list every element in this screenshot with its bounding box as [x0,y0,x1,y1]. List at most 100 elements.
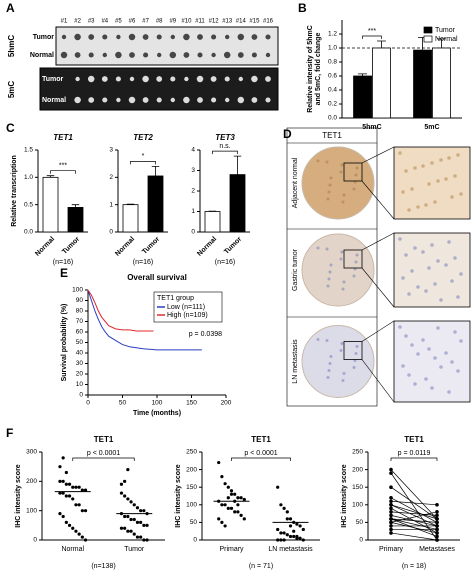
dot [123,479,127,483]
zoom-cell [433,200,437,204]
y-tick-label: 0 [191,229,195,236]
y-axis-label: IHC intensity score [341,464,348,528]
zoom-cell [427,347,431,351]
zoom-cell [444,351,448,355]
sig-bracket [50,170,76,174]
zoom-cell [410,269,414,273]
blot-dot [265,97,271,103]
y-tick-label: 0.8 [328,59,337,66]
zoom-cell [404,253,408,257]
zoom-cell [436,326,440,330]
blot-dot [169,51,177,59]
tissue-speck [340,342,344,345]
y-tick-label: 150 [186,484,197,491]
zoom-box [343,162,363,182]
legend-label: Low (n=111) [167,304,205,311]
error-bar [233,155,242,175]
blot-dot [115,51,122,59]
blot-dot [156,34,162,40]
dot [77,532,81,536]
blot-dot [102,34,108,40]
dot [285,533,289,537]
blot-dot [61,34,67,40]
annotation: p = 0.0119 [398,450,431,457]
y-tick-label: 50 [190,519,198,526]
x-tick-label: 5mC [424,124,439,131]
dot [83,538,88,542]
dot [435,538,439,542]
y-axis-label: Relative intensity of 5hmC [307,25,314,113]
dot [226,506,230,510]
dot [71,497,75,501]
legend-swatch [423,35,433,43]
dot [389,517,393,521]
zoom-cell [404,334,408,338]
dot [67,494,72,498]
y-tick-label: 100 [186,502,197,509]
dot [389,503,393,507]
dot [83,488,88,492]
y-tick-label: 0.2 [328,101,337,108]
x-tick-label: Metastases [419,546,455,553]
dot [288,517,293,521]
y-tick-label: 250 [352,449,363,456]
chart-title: TET1 [94,435,114,444]
dot [279,538,283,542]
blot-dot [88,34,95,40]
pair-line [390,518,438,523]
panel-label: E [60,266,68,280]
tissue-speck [354,352,358,355]
zoom-cell [456,295,460,299]
chart-title: TET2 [133,133,153,142]
blot-dot [183,52,190,58]
y-axis-label: Survival probability (%) [61,304,68,382]
dot [126,497,130,501]
zoom-cell [413,382,417,386]
blot-dot [156,97,162,103]
zoom-cell [416,285,420,289]
column-label: #2 [74,19,81,25]
sig-bracket [130,161,156,165]
survival-curve [87,289,202,351]
panel-label: C [6,121,15,135]
panel-label: F [6,426,13,440]
blot-5mC [39,67,279,111]
y-tick-label: 0 [193,537,197,544]
blot-dot [143,52,149,58]
zoom-cell [439,365,443,369]
blot-dot [128,96,136,104]
tissue-speck [339,170,343,174]
blot-dot [60,51,68,59]
column-label: #5 [115,19,122,25]
y-tick-label: 1.2 [328,31,337,38]
y-tick-label: 200 [352,466,363,473]
dot [236,503,240,507]
zoom-cell [439,158,443,162]
column-label: #11 [195,19,205,25]
sig-bracket [390,457,438,461]
zoom-cell [430,386,434,390]
zoom-cell [427,182,431,186]
dot [389,520,393,525]
zoom-panel [393,146,471,220]
legend-box [153,291,223,323]
y-tick-label: 50 [356,519,364,526]
zoom-cell [416,205,420,209]
blot-dot [183,96,190,104]
dot [80,509,84,513]
blot-dot [102,52,108,58]
row-label: Tumor [42,76,64,83]
zoom-line [361,146,395,164]
tissue-speck [341,287,345,291]
dot [74,503,78,507]
blot-dot [265,52,271,58]
row-label: Normal [42,97,66,104]
tissue-speck [339,349,343,352]
x-tick-label: 5hmC [362,124,381,131]
dot [242,497,246,502]
y-tick-label: 40 [76,350,84,357]
annotation: * [142,153,145,160]
dot [135,506,140,510]
dot [282,506,286,510]
dot [80,535,84,539]
